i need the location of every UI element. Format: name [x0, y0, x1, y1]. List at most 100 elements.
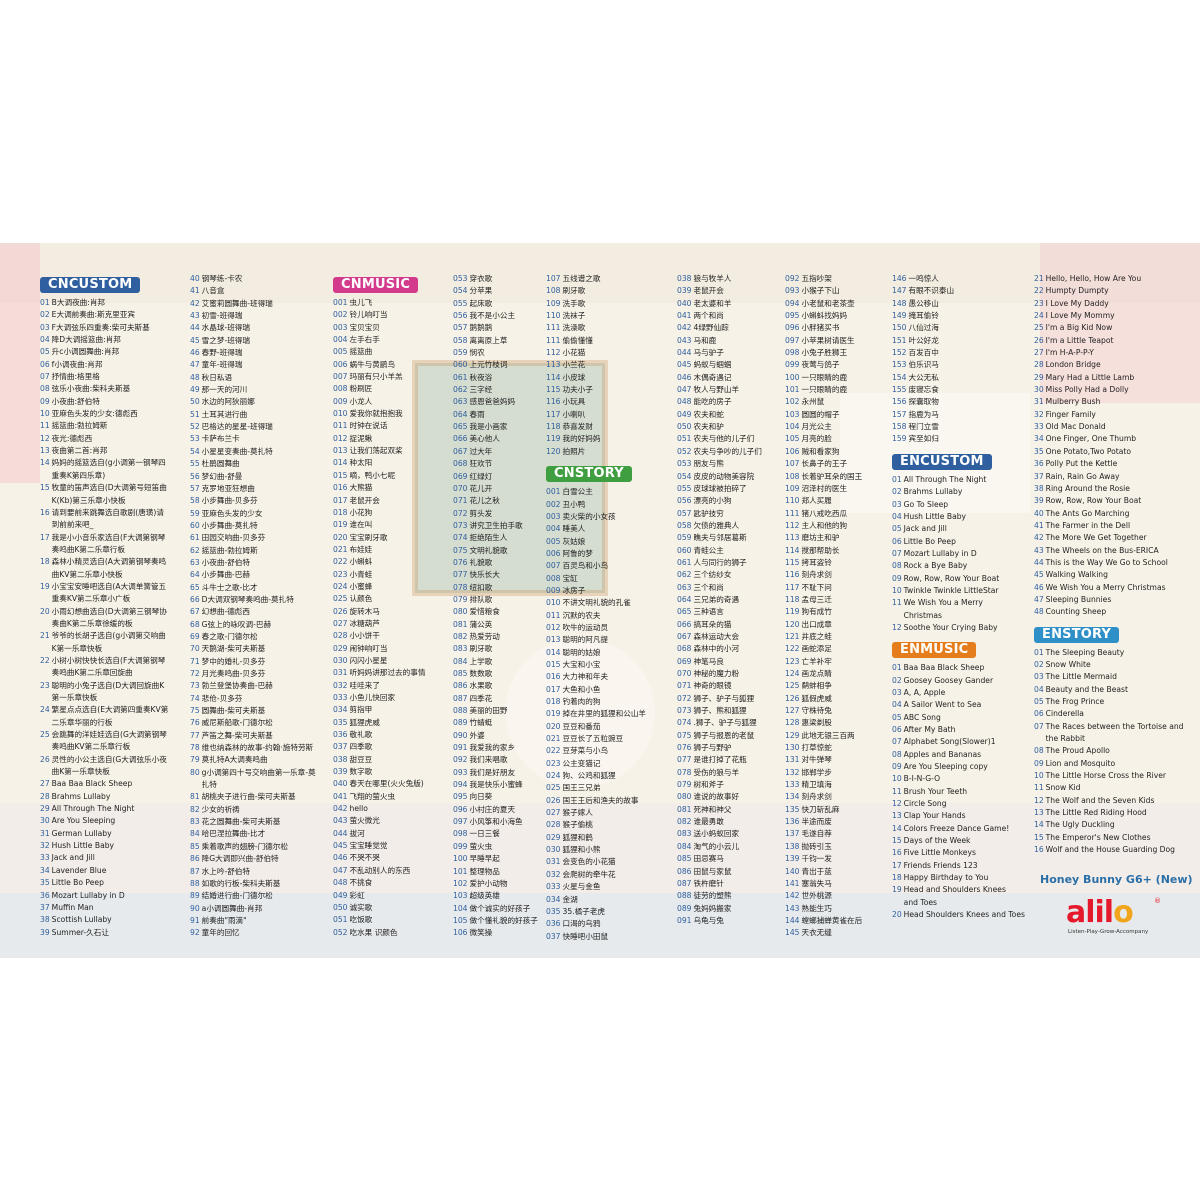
track-number: 089: [677, 903, 692, 913]
track-number: 015: [333, 470, 348, 480]
track-number: 079: [453, 594, 468, 604]
track-number: 11: [892, 598, 902, 608]
song-item: 073 讲究卫生拍手歌: [453, 520, 583, 532]
track-number: 105: [785, 434, 800, 444]
track-title: 爱护小动物: [469, 878, 508, 888]
song-item: 005 灰姑娘: [546, 536, 676, 548]
track-number: 101: [453, 866, 468, 876]
track-title: 威尼斯船歌-门德尔松: [201, 718, 273, 728]
track-number: 072: [453, 508, 468, 518]
track-number: 09: [1034, 758, 1044, 768]
track-number: 142: [785, 891, 800, 901]
song-item: 01 All Through The Night: [892, 474, 1022, 486]
track-number: 055: [677, 483, 692, 493]
song-item: 49 那一天的河川: [190, 384, 320, 396]
track-number: 061: [453, 372, 468, 382]
track-number: 44: [190, 323, 200, 333]
track-title: 邯郸学步: [801, 767, 832, 777]
song-item: 038 甜豆豆: [333, 754, 463, 766]
song-item: 87 水上吟-舒伯特: [190, 866, 320, 878]
track-title: 受伤的狼与羊: [693, 767, 740, 777]
track-title: 种太阳: [349, 458, 373, 468]
song-item: 044 拔河: [333, 828, 463, 840]
track-number: 42: [190, 298, 200, 308]
song-item: 100 早睡早起: [453, 853, 583, 865]
track-number: 114: [785, 545, 800, 555]
track-number: 102: [453, 878, 468, 888]
song-item: 039 老鼠开会: [677, 285, 807, 297]
song-item: 31 Mulberry Bush: [1034, 396, 1184, 408]
song-item: 103 圆圆的帽子: [785, 409, 915, 421]
track-title: 梦中的婚礼-贝多芬: [201, 656, 266, 666]
track-title: 森林小精灵选自(A大调第钢琴奏鸣曲KV第二乐章小快板: [51, 557, 167, 579]
song-item: 046 木偶奇遇记: [677, 372, 807, 384]
track-title: The Little Mermaid: [1045, 672, 1117, 682]
track-title: 乌龟与兔: [693, 915, 724, 925]
track-title: 降G大调即兴曲-舒伯特: [201, 854, 279, 864]
track-number: 005: [546, 536, 561, 546]
track-title: 小蜜蜂: [349, 581, 373, 591]
song-item: 23 聪明的小兔子选自(D大调回旋曲K第一乐章快板: [40, 680, 170, 705]
track-number: 09: [40, 396, 50, 406]
song-item: 055 起床歌: [453, 298, 583, 310]
song-item: 10 The Little Horse Cross the River: [1034, 770, 1184, 782]
track-number: 106: [785, 446, 800, 456]
track-number: 08: [40, 384, 50, 394]
track-number: 088: [453, 706, 468, 716]
song-item: 08 Rock a Bye Baby: [892, 560, 1022, 572]
song-item: 84 哈巴涅拉舞曲-比才: [190, 828, 320, 840]
song-item: 136 半途而废: [785, 816, 915, 828]
track-number: 116: [785, 570, 800, 580]
song-item: 39 Summer-久石让: [40, 927, 170, 939]
track-title: 毛遂自荐: [801, 829, 832, 839]
track-number: 069: [453, 471, 468, 481]
song-column-3: CNMUSIC 001 虫儿飞 002 铃儿响叮当 003 宝贝宝贝 004 左手右手 005 摇篮…: [333, 273, 463, 939]
category-header-cnstory: CNSTORY: [546, 466, 632, 483]
song-item: 86 降G大调即兴曲-舒伯特: [190, 853, 320, 865]
song-item: 08 弦乐小夜曲:柴科夫斯基: [40, 383, 170, 395]
song-item: 066 搞耳朵的猫: [677, 619, 807, 631]
track-title: 三兄弟的奇遇: [693, 594, 740, 604]
song-item: 048 能吃的房子: [677, 396, 807, 408]
song-item: 09 Lion and Mosquito: [1034, 758, 1184, 770]
song-item: 096 小村庄的夏天: [453, 804, 583, 816]
song-item: 69 春之歌-门德尔松: [190, 631, 320, 643]
track-title: 小青蛙: [349, 569, 373, 579]
track-number: 42: [1034, 533, 1044, 543]
song-item: 006 阿鲁的梦: [546, 548, 676, 560]
song-item: 057 鹅鹅鹅: [453, 322, 583, 334]
song-item: 09 小夜曲:舒伯特: [40, 396, 170, 408]
song-item: 061 秋夜浴: [453, 372, 583, 384]
song-item: 080 爱惜粮食: [453, 606, 583, 618]
track-number: 58: [190, 496, 200, 506]
song-item: 083 送小蚂蚁回家: [677, 828, 807, 840]
track-number: 21: [40, 631, 50, 641]
track-number: 126: [785, 693, 800, 703]
track-title: 离离原上草: [469, 335, 508, 345]
track-title: 田园交响曲-贝多芬: [201, 533, 266, 543]
track-title: 萤火微光: [349, 816, 380, 826]
track-number: 63: [190, 557, 200, 567]
track-title: 小鱼儿快回家: [349, 693, 396, 702]
song-item: 111 偷偷懂懂: [546, 335, 676, 347]
track-title: Ring Around the Rosie: [1045, 483, 1130, 493]
song-item: 013 让我们荡起双桨: [333, 445, 463, 457]
track-number: 098: [453, 829, 468, 839]
track-number: 01: [1034, 647, 1044, 657]
track-title: 芦笛之舞-柴可夫斯基: [201, 730, 273, 740]
track-number: 08: [892, 749, 902, 759]
track-title: The Sleeping Beauty: [1045, 647, 1125, 657]
song-item: 30 Miss Polly Had a Dolly: [1034, 384, 1184, 396]
track-title: Polly Put the Kettle: [1045, 459, 1118, 469]
track-number: 65: [190, 582, 200, 592]
track-title: 上元竹枝词: [469, 360, 508, 370]
track-number: 071: [677, 681, 692, 691]
track-number: 037: [333, 742, 348, 752]
track-number: 18: [892, 873, 902, 883]
track-number: 77: [190, 730, 200, 740]
track-title: 那一天的河川: [201, 385, 248, 395]
track-number: 080: [453, 607, 468, 617]
song-item: 21 爷爷的长胡子选自(g小调第交响曲K第一乐章快板: [40, 630, 170, 655]
track-title: 降D大调摇篮曲:肖邦: [51, 335, 121, 345]
track-title: 鹅鹅鹅: [469, 323, 493, 333]
